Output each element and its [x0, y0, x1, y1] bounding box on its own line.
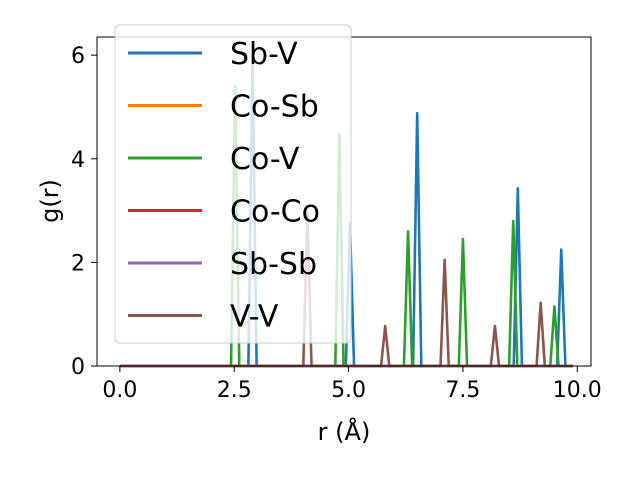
y-axis-label: g(r) [36, 179, 64, 223]
y-tick-label: 6 [71, 44, 85, 69]
legend-item-v-v: V-V [128, 300, 279, 335]
x-axis-label: r (Å) [318, 417, 371, 446]
legend-label: Sb-V [230, 37, 298, 72]
x-tick-label: 5.0 [331, 378, 366, 403]
legend-item-co-co: Co-Co [128, 195, 320, 230]
legend-item-sb-v: Sb-V [128, 37, 298, 72]
legend-label: V-V [230, 300, 279, 335]
legend-item-co-sb: Co-Sb [128, 90, 319, 125]
x-tick-label: 0.0 [102, 378, 137, 403]
y-tick-label: 4 [71, 148, 85, 173]
y-tick-label: 0 [71, 355, 85, 380]
x-tick-label: 10.0 [553, 378, 602, 403]
legend-label: Co-V [230, 142, 300, 177]
legend-label: Co-Sb [230, 90, 319, 125]
axis-ticks: 0.0 2.5 5.0 7.5 10.0 0 2 4 6 [71, 44, 602, 403]
legend-item-co-v: Co-V [128, 142, 300, 177]
x-tick-label: 7.5 [445, 378, 480, 403]
legend: Sb-V Co-Sb Co-V Co-Co Sb-Sb V-V [114, 24, 352, 344]
legend-item-sb-sb: Sb-Sb [128, 247, 317, 282]
legend-box [114, 24, 352, 344]
y-tick-label: 2 [71, 251, 85, 276]
legend-label: Sb-Sb [230, 247, 317, 282]
legend-label: Co-Co [230, 195, 320, 230]
x-tick-label: 2.5 [217, 378, 252, 403]
